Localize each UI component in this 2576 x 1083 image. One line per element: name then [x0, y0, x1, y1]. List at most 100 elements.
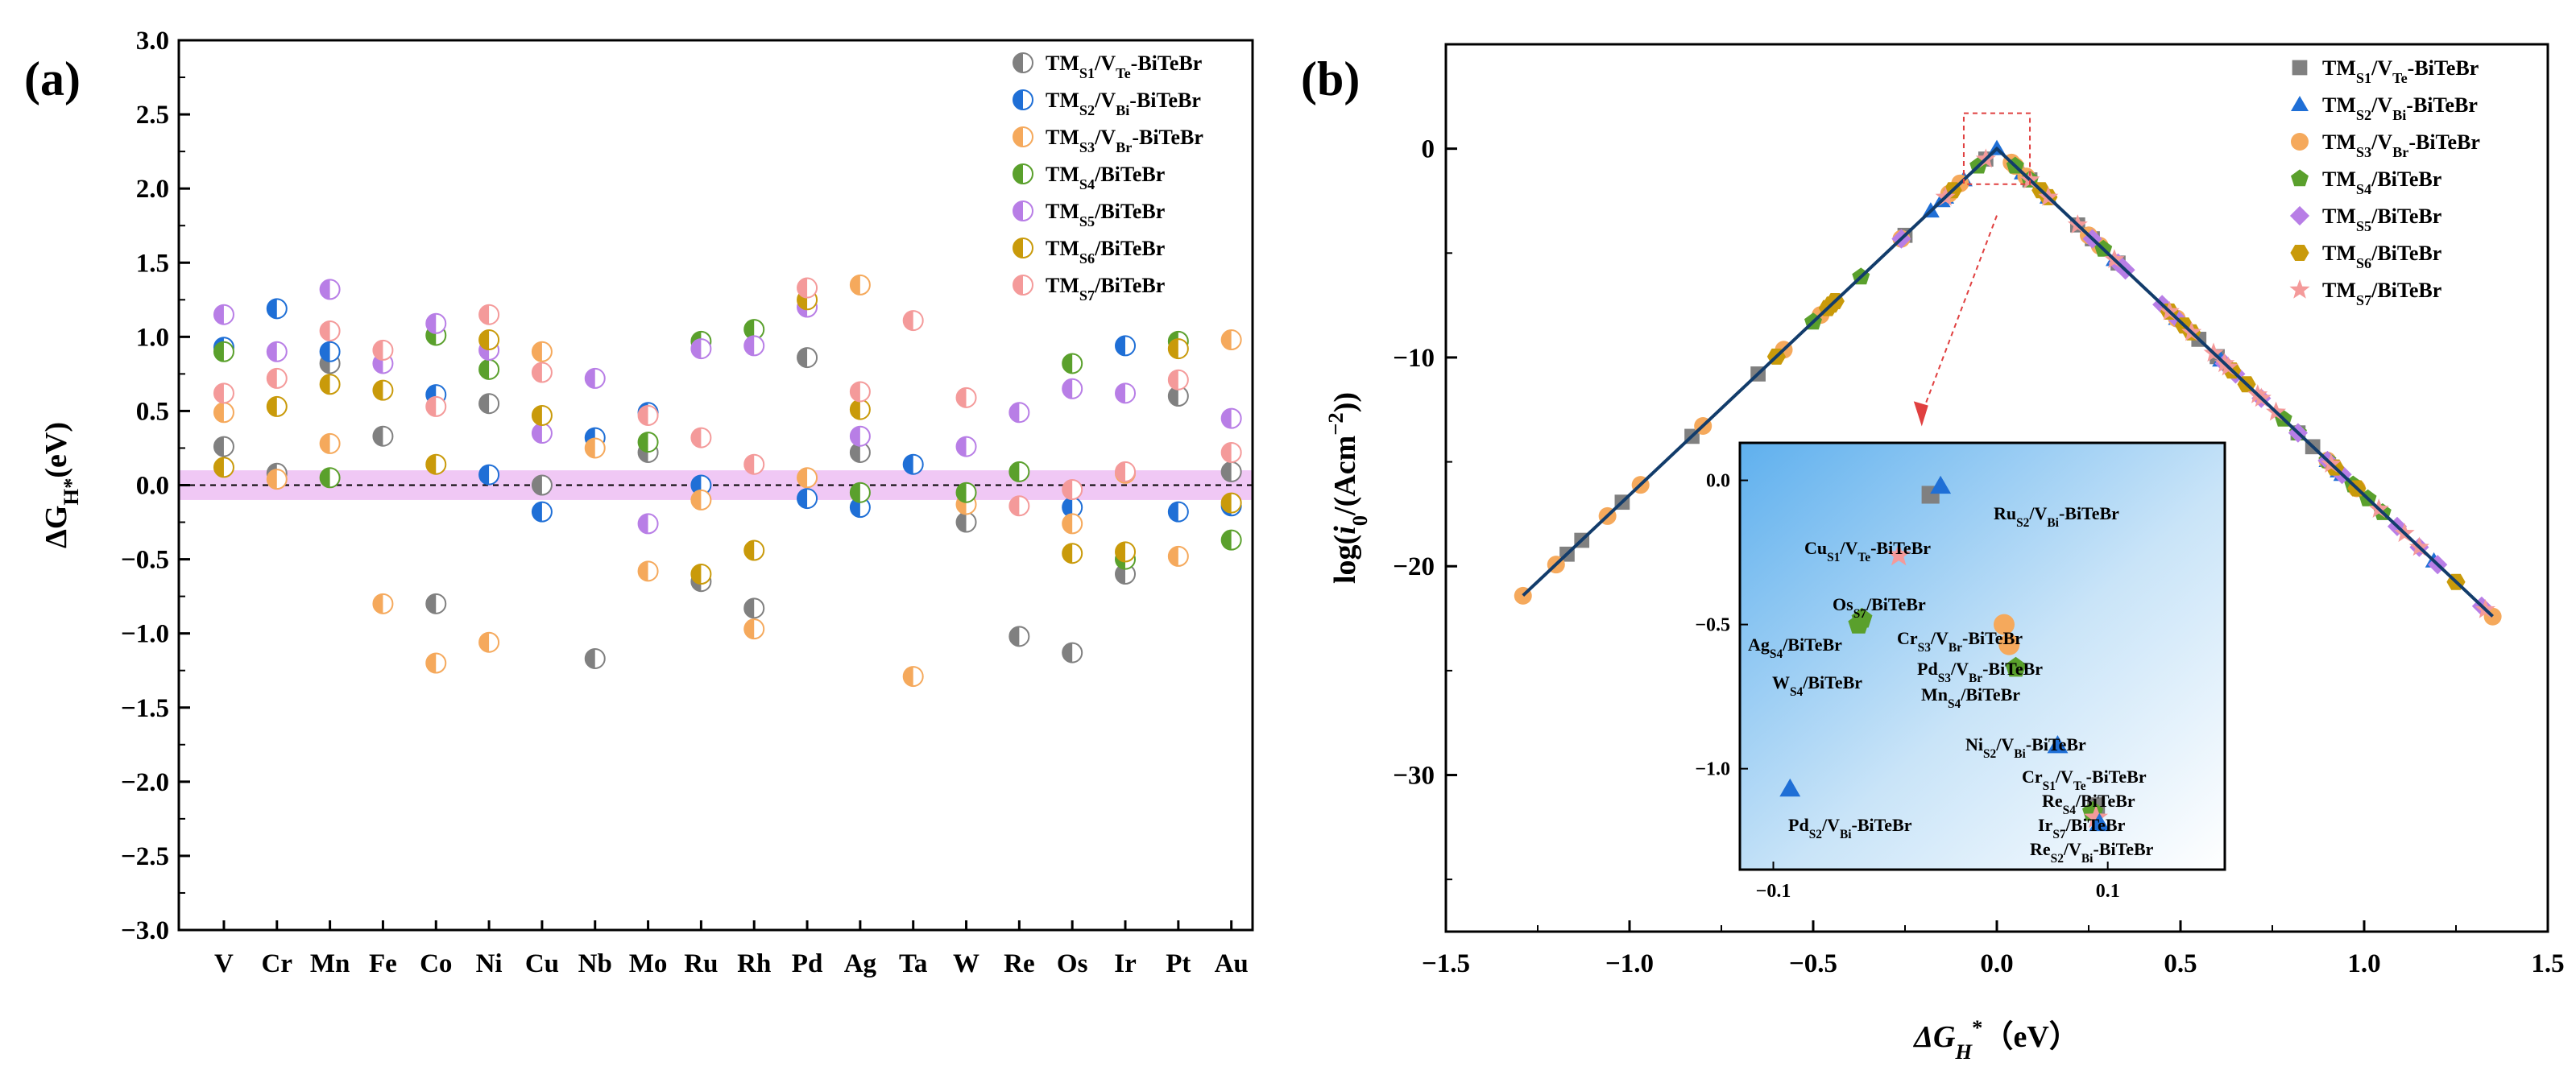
data-point-a	[955, 482, 977, 503]
data-point-a	[425, 453, 447, 475]
data-point-a	[1062, 378, 1083, 399]
data-point-a	[797, 277, 818, 299]
inset-annotation: IrS7/BiTeBr	[2038, 815, 2126, 841]
inset-y-tick-label: 0.0	[1706, 471, 1730, 492]
inset-annotation: PdS3/VBr-BiTeBr	[1917, 659, 2043, 685]
data-point-a	[1220, 441, 1242, 463]
y-tick-label-a: −0.5	[121, 546, 169, 575]
data-point-a	[1062, 497, 1083, 519]
legend-entry-b: TMS4/BiTeBr	[2322, 167, 2441, 197]
x-tick-label-a: Mn	[310, 949, 350, 978]
x-tick-label-a: Pt	[1166, 949, 1191, 978]
x-tick-label-a: Ir	[1114, 949, 1137, 978]
data-point-a	[1115, 382, 1137, 404]
legend-marker-a	[1013, 126, 1033, 147]
data-point-a	[266, 469, 288, 490]
inset-annotation: ReS2/VBi-BiTeBr	[2030, 839, 2154, 866]
y-tick-label-a: 3.0	[136, 27, 169, 56]
inset-chart: −0.1 0.1 0.0 −0.5 −1.0 CuS1/VTe-BiTeBr RuS2/VB…	[1695, 441, 2226, 902]
data-point-a	[531, 474, 553, 496]
data-point-a	[902, 666, 924, 688]
data-point-a	[955, 386, 977, 408]
data-point-a	[1008, 461, 1030, 482]
y-tick-label-a: −2.5	[121, 842, 169, 871]
x-tick-label-a: Os	[1057, 949, 1088, 978]
data-point-a	[1062, 513, 1083, 535]
data-point-a	[372, 593, 394, 614]
y-tick-label-a: −3.0	[121, 916, 169, 945]
panel-label-a: (a)	[24, 52, 81, 105]
data-point-a	[1220, 492, 1242, 514]
y-tick-label-a: −1.0	[121, 620, 169, 649]
data-point-a	[1167, 501, 1189, 523]
data-point-a	[955, 436, 977, 457]
inset-data-point	[2005, 656, 2027, 677]
y-tick-label-b: −10	[1393, 344, 1435, 373]
y-axis-title-a: ΔGH*(eV)	[39, 422, 83, 548]
data-point-a	[743, 618, 765, 640]
data-point-a	[266, 298, 288, 320]
data-point-a	[425, 395, 447, 417]
data-point-a	[1220, 407, 1242, 429]
data-point-a	[955, 511, 977, 533]
legend-marker-b	[2292, 60, 2308, 76]
data-point-a	[743, 319, 765, 341]
data-point-a	[213, 382, 234, 404]
data-point-a	[797, 467, 818, 489]
data-point-a	[478, 329, 500, 351]
panel-b-chart: −1.5 −1.0 −0.5 0.0 0.5 1.0 1.5 0 −10 −20 −30 ΔGH*（e…	[1323, 43, 2565, 1064]
legend-entry-b: TMS7/BiTeBr	[2322, 279, 2441, 308]
inset-data-point	[1851, 607, 1873, 628]
data-point-a	[319, 467, 341, 489]
data-point-a	[478, 464, 500, 486]
data-point-a	[266, 367, 288, 389]
data-point-a	[584, 647, 606, 669]
legend-entry-b: TMS5/BiTeBr	[2322, 205, 2441, 234]
legend-entry-b: TMS3/VBr-BiTeBr	[2322, 130, 2480, 160]
legend-entry-a: TMS3/VBr-BiTeBr	[1046, 126, 1203, 155]
zoom-box	[1962, 112, 2031, 185]
x-tick-label-a: Ag	[844, 949, 877, 978]
data-point-a	[319, 341, 341, 362]
inset-data-point	[1779, 778, 1801, 797]
inset-data-point	[1993, 614, 2015, 635]
data-point-a	[531, 423, 553, 444]
data-point-a	[531, 362, 553, 383]
data-point-a	[1167, 545, 1189, 567]
x-tick-label-a: Mo	[629, 949, 668, 978]
data-point-a	[690, 427, 712, 448]
inset-annotation: AgS4/BiTeBr	[1748, 635, 1842, 661]
panel-label-b: (b)	[1301, 52, 1360, 105]
legend-marker-b	[2289, 279, 2310, 299]
data-point-a	[1167, 338, 1189, 360]
data-point-a	[743, 335, 765, 357]
data-point-a	[743, 539, 765, 561]
data-point-a	[372, 425, 394, 447]
data-point-a	[1167, 369, 1189, 391]
data-point-a	[266, 395, 288, 417]
inset-annotation: NiS2/VBi-BiTeBr	[1965, 734, 2086, 761]
x-axis-title-b: ΔGH*（eV）	[1912, 1015, 2080, 1064]
data-point-a	[213, 304, 234, 325]
inset-y-tick-label: −0.5	[1695, 615, 1730, 636]
data-point-a	[849, 482, 871, 503]
legend-marker-b	[2290, 245, 2309, 261]
data-point-a	[478, 358, 500, 380]
x-tick-label-a: Fe	[369, 949, 397, 978]
legend-marker-a	[1013, 275, 1033, 296]
x-tick-label-a: Au	[1215, 949, 1249, 978]
legend-entry-a: TMS2/VBi-BiTeBr	[1046, 89, 1201, 118]
data-point-a	[1115, 541, 1137, 563]
data-point-a	[902, 453, 924, 475]
x-tick-label-a: Co	[420, 949, 452, 978]
data-point-a	[1062, 353, 1083, 374]
x-tick-label-a: Ru	[684, 949, 718, 978]
inset-annotation: OsS7/BiTeBr	[1833, 594, 1926, 621]
data-point-a	[319, 374, 341, 395]
data-point-a	[531, 404, 553, 426]
legend-entry-a: TMS5/BiTeBr	[1046, 200, 1165, 229]
inset-data-point	[2084, 804, 2108, 829]
data-point-a	[1220, 329, 1242, 351]
data-point-a	[637, 560, 659, 582]
data-point-a	[690, 338, 712, 360]
